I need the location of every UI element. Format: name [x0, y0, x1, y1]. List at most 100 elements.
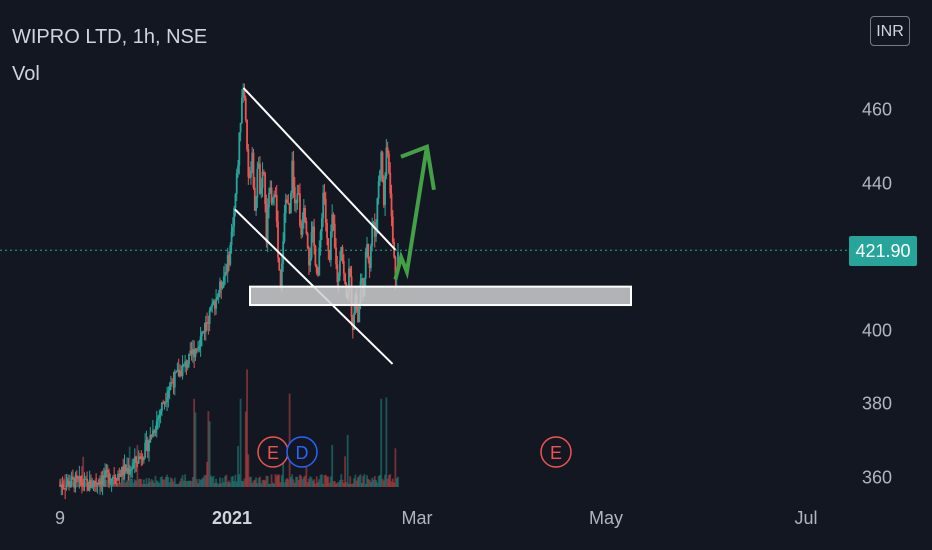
earnings-event-marker[interactable]: E — [540, 436, 572, 468]
candle — [309, 257, 312, 266]
volume-bar — [368, 479, 371, 487]
volume-bar — [118, 482, 121, 487]
volume-bar — [191, 477, 194, 487]
candle — [150, 434, 153, 437]
candle — [339, 260, 341, 276]
channel-upper-line[interactable] — [242, 87, 397, 251]
candle — [66, 480, 69, 485]
volume-bar — [146, 483, 149, 487]
volume-bar — [341, 479, 344, 487]
candle — [326, 222, 328, 239]
volume-bar — [315, 476, 318, 487]
volume-bar — [369, 482, 372, 487]
volume-bar — [82, 456, 85, 487]
candle — [247, 149, 250, 177]
volume-bar — [206, 461, 208, 487]
volume-bar — [319, 474, 322, 487]
volume-bar — [212, 475, 215, 487]
candle — [302, 208, 305, 223]
candle — [62, 487, 65, 489]
volume-bar — [339, 480, 341, 487]
candle — [305, 221, 308, 234]
volume-bar — [373, 475, 376, 487]
volume-bar — [188, 480, 190, 487]
candle — [277, 221, 279, 258]
volume-bar — [308, 478, 310, 487]
candle — [87, 482, 90, 491]
candle — [265, 204, 268, 243]
volume-bar — [346, 434, 349, 487]
candle — [117, 473, 119, 481]
candle — [91, 486, 94, 488]
candle — [376, 198, 379, 230]
volume-bar — [351, 483, 354, 487]
forecast-arrowhead[interactable] — [400, 144, 436, 191]
volume-bar — [185, 481, 188, 487]
volume-bar — [380, 398, 383, 487]
forecast-arrow[interactable] — [393, 146, 429, 280]
volume-bar — [64, 474, 67, 487]
candle — [373, 222, 376, 237]
candle — [220, 281, 223, 289]
volume-indicator-label[interactable]: Vol — [12, 63, 40, 85]
candle — [342, 260, 345, 274]
candle — [172, 382, 175, 388]
volume-bar — [313, 479, 316, 487]
volume-bar — [105, 480, 108, 487]
time-tick-label: 2021 — [211, 508, 253, 528]
candle — [271, 197, 274, 204]
candle — [181, 365, 184, 377]
candle — [311, 226, 314, 233]
candle — [323, 192, 326, 199]
chart-title: WIPRO LTD, 1h, NSE — [12, 26, 208, 48]
volume-bar — [372, 479, 375, 487]
candle — [141, 458, 144, 461]
candle — [253, 187, 256, 211]
time-tick-label: Jul — [794, 508, 818, 528]
volume-bar — [163, 479, 166, 487]
volume-bar — [240, 480, 243, 487]
candle — [90, 479, 92, 488]
candle — [149, 434, 152, 443]
candle — [246, 119, 248, 150]
volume-bar — [182, 480, 185, 487]
candle — [337, 275, 340, 283]
candle — [206, 322, 208, 324]
dividend-event-marker[interactable]: D — [286, 436, 318, 468]
volume-bar — [353, 478, 356, 487]
candle — [176, 369, 179, 372]
candle — [225, 272, 228, 274]
earnings-event-marker[interactable]: E — [257, 436, 289, 468]
volume-bar — [248, 476, 251, 487]
candle — [259, 163, 261, 194]
volume-bar — [133, 479, 136, 487]
candle — [317, 272, 319, 276]
volume-bar — [154, 475, 157, 487]
volume-bar — [207, 411, 210, 487]
currency-button[interactable]: INR — [870, 16, 910, 46]
volume-bar — [305, 456, 308, 487]
volume-bar — [139, 478, 141, 487]
candle — [159, 411, 162, 415]
candle — [389, 172, 392, 194]
drawing-annotations[interactable] — [234, 87, 632, 365]
volume-bar — [228, 480, 230, 487]
volume-bar — [127, 476, 130, 487]
candle — [229, 245, 232, 265]
candles — [59, 83, 399, 500]
candle — [371, 224, 374, 246]
candle — [348, 268, 350, 294]
candle — [132, 462, 135, 468]
volume-bar — [367, 478, 370, 487]
candle — [260, 187, 263, 194]
volume-bar — [242, 481, 245, 487]
candle — [119, 473, 122, 477]
volume-bar — [310, 477, 313, 487]
support-zone-rectangle[interactable] — [249, 285, 632, 307]
candle — [81, 482, 83, 486]
candle — [388, 153, 390, 173]
candle — [186, 364, 189, 368]
candle — [244, 98, 247, 120]
